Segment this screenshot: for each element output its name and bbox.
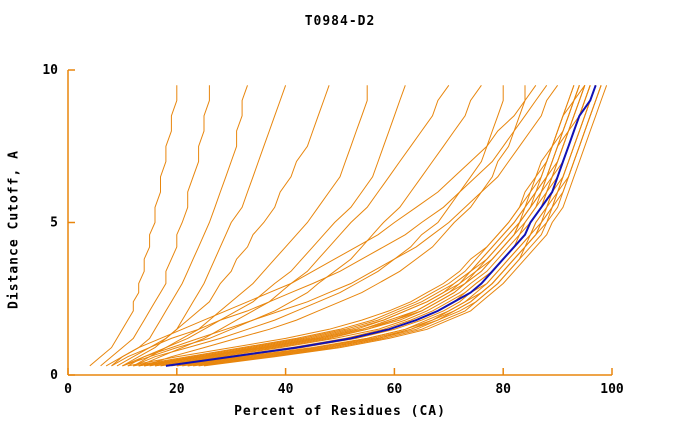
model-curve <box>203 85 608 367</box>
model-curve <box>122 85 482 367</box>
model-curve <box>127 85 406 367</box>
model-curve <box>105 85 537 367</box>
model-curve <box>187 85 602 367</box>
x-tick-label: 40 <box>278 382 294 397</box>
best-model-curve <box>165 84 597 367</box>
model-curve <box>138 85 450 367</box>
model-curve <box>133 85 575 367</box>
y-tick-label: 0 <box>50 368 58 383</box>
x-tick-label: 100 <box>600 382 624 397</box>
x-tick-label: 0 <box>64 382 72 397</box>
model-curve <box>138 85 586 367</box>
x-tick-label: 20 <box>169 382 185 397</box>
model-curve <box>138 85 580 367</box>
model-curve <box>127 85 580 367</box>
model-curve <box>144 85 526 367</box>
model-curve <box>100 85 210 367</box>
model-curve <box>154 85 591 367</box>
model-curve <box>149 85 586 367</box>
model-curve <box>89 85 178 367</box>
model-curve <box>116 85 330 367</box>
chart-title: T0984-D2 <box>304 14 376 29</box>
model-curve <box>111 85 248 367</box>
y-tick-label: 5 <box>50 216 58 231</box>
x-tick-label: 60 <box>387 382 403 397</box>
x-axis-label: Percent of Residues (CA) <box>234 404 446 419</box>
x-tick-label: 80 <box>495 382 511 397</box>
model-curve <box>111 85 548 367</box>
model-curve <box>133 85 504 367</box>
model-curve <box>122 85 559 367</box>
model-curve <box>176 85 597 367</box>
y-tick-label: 10 <box>42 63 58 78</box>
model-curve <box>133 85 368 367</box>
